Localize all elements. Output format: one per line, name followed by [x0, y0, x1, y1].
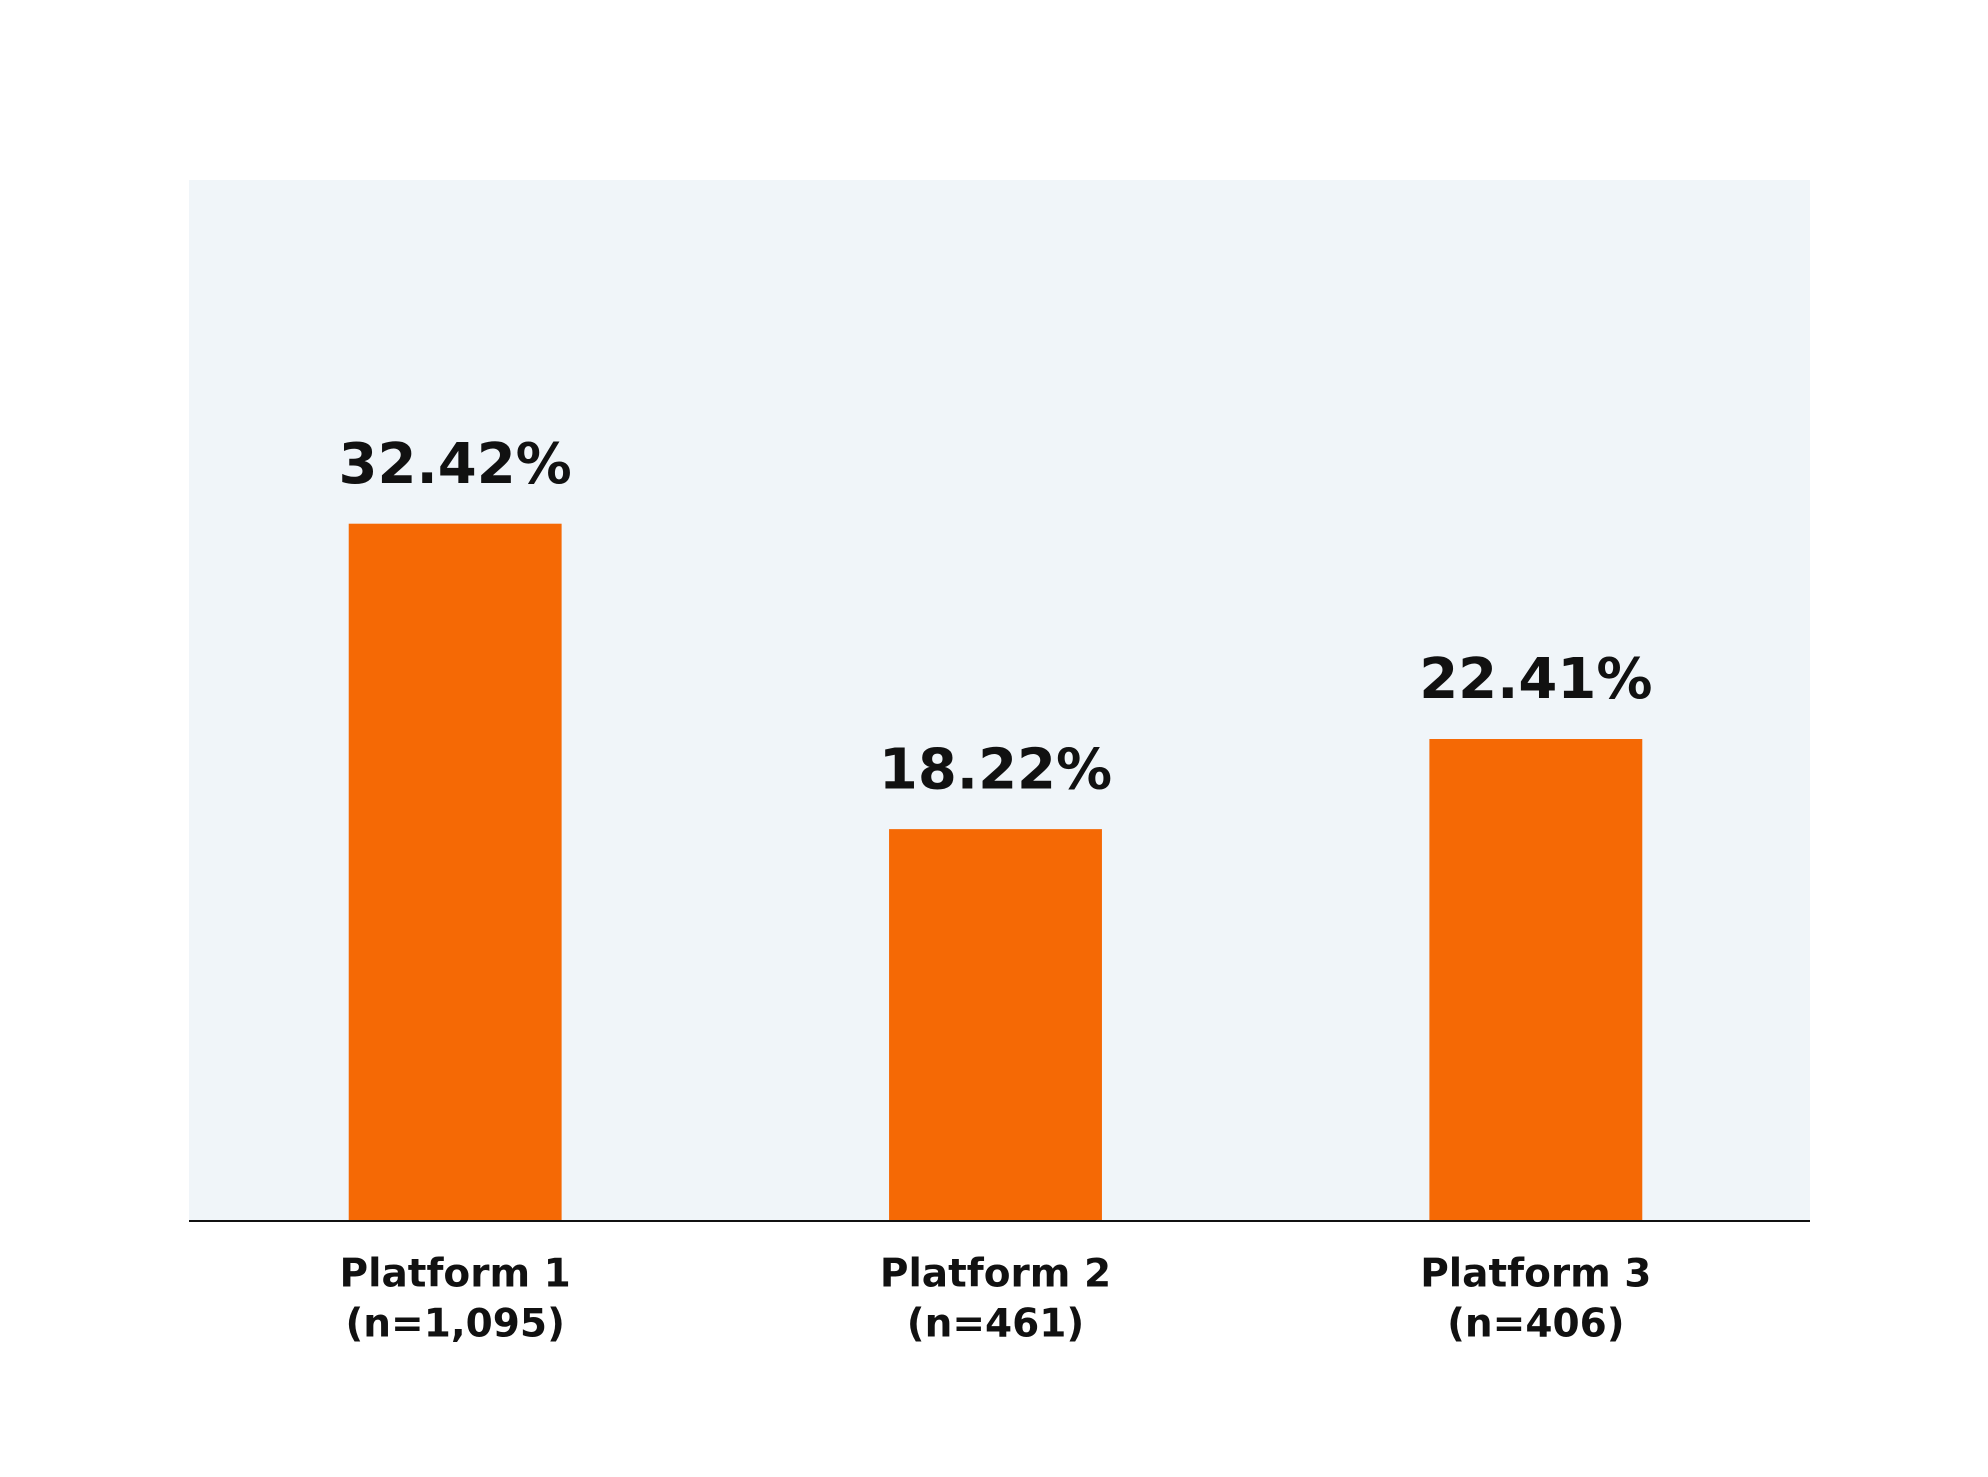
- bar: [1429, 738, 1643, 1221]
- bar: [348, 523, 562, 1221]
- value-label: 22.41%: [1419, 647, 1652, 712]
- x-tick-note: (n=461): [907, 1302, 1085, 1347]
- x-tick-label: Platform 3: [1420, 1252, 1651, 1297]
- bar: [889, 829, 1102, 1221]
- x-tick-note: (n=1,095): [345, 1302, 564, 1347]
- value-label: 32.42%: [339, 432, 572, 497]
- value-label: 18.22%: [879, 737, 1112, 802]
- x-tick-label: Platform 1: [340, 1252, 571, 1297]
- x-tick-note: (n=406): [1447, 1302, 1625, 1347]
- x-tick-label: Platform 2: [880, 1252, 1111, 1297]
